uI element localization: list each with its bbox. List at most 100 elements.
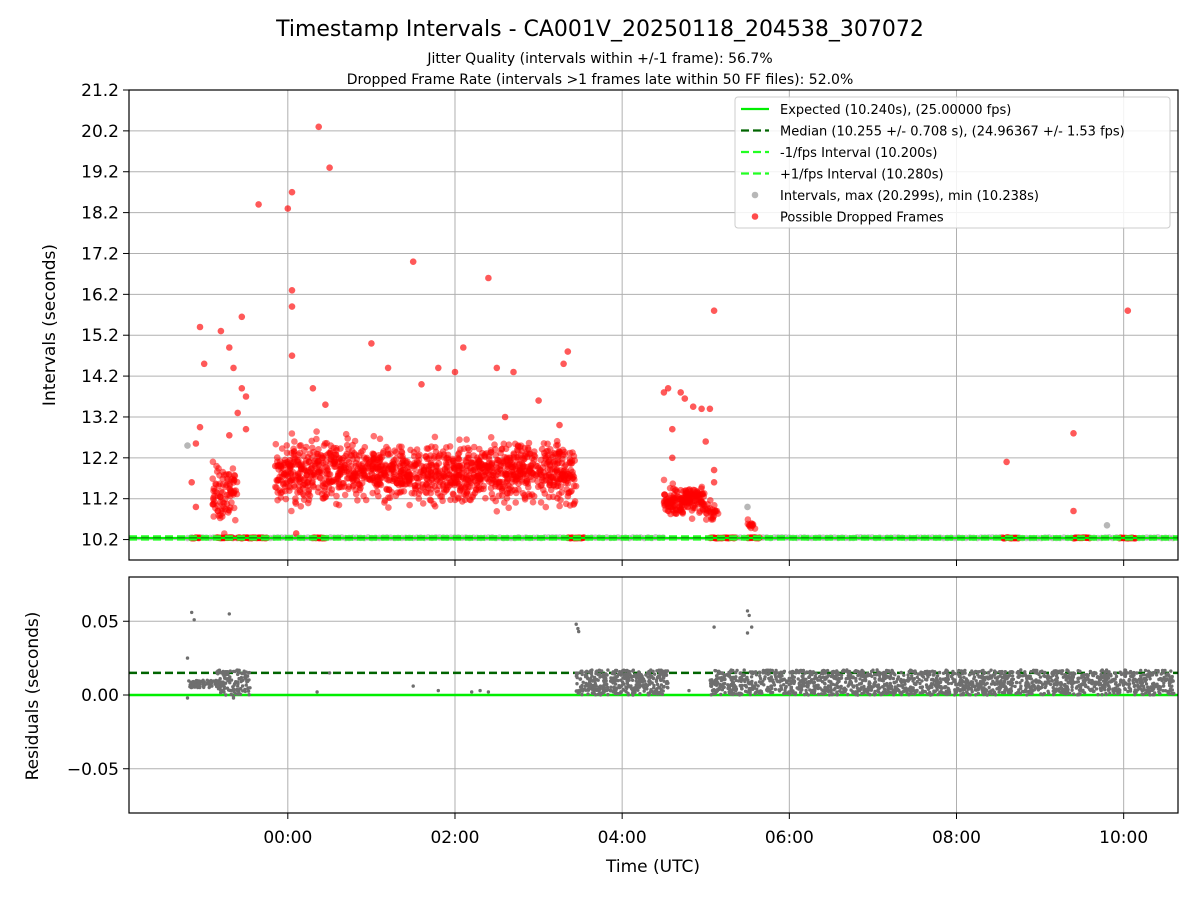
dropped-frame-point [469,474,477,481]
dropped-frame-point [689,492,696,500]
residual-point [584,670,588,674]
dropped-frame-point [352,462,360,470]
residual-point [935,678,939,683]
residual-point [593,676,597,680]
residual-point [470,690,474,694]
residual-point [938,677,942,681]
residual-point [812,688,817,693]
residual-point [886,669,891,673]
dropped-frame-point [505,485,513,493]
residual-point [652,683,656,688]
residual-point [1094,671,1098,676]
residual-point [961,691,966,696]
residual-point [583,675,588,679]
residual-point [851,690,855,694]
dropped-frame-point [493,466,500,473]
residual-point [726,683,730,687]
residual-point [246,689,251,693]
residual-point [843,680,848,684]
residual-point [929,682,934,686]
residual-point [860,691,864,696]
dropped-frame-point [667,503,675,511]
residual-point [1163,689,1168,693]
residual-point [936,684,940,689]
intervals-axes-frame [128,89,1179,561]
residual-point [644,686,648,690]
residual-point [606,692,610,697]
residual-point [629,686,634,691]
residual-point [811,670,815,674]
residual-point [1122,671,1126,675]
residual-point [1070,688,1074,692]
dropped-frame-point [435,468,442,476]
residual-point [734,670,738,675]
dropped-frame-point [413,446,421,453]
dropped-frame-point [502,458,510,465]
residual-point [1061,691,1065,695]
residual-point [627,678,631,682]
residual-point [1092,689,1096,693]
residual-point [936,682,941,686]
residual-point [708,678,712,683]
residual-point [814,672,818,676]
residual-point [782,670,786,674]
dropped-frame-point [311,470,318,478]
dropped-frame-point [238,385,246,392]
dropped-frame-point [515,480,522,488]
residual-point [844,669,848,673]
dropped-frame-point [370,455,378,463]
intervals-x-ticks [287,560,1125,566]
residuals-x-axis-label: Time (UTC) [605,857,700,877]
residual-point [960,672,965,676]
residual-point [652,672,657,676]
residual-point [729,692,733,696]
residual-point [1065,676,1069,680]
residual-point [899,691,903,696]
dropped-frame-point [382,471,389,479]
residual-point [895,687,900,691]
residual-point [1020,678,1024,683]
dropped-frame-point [370,432,378,440]
residual-point [652,690,657,694]
residual-point [857,682,862,686]
residual-point [754,670,758,674]
residual-point [1096,692,1100,697]
residual-point [923,689,927,694]
intervals-y-tick-label: 14.2 [81,367,119,387]
residual-point [856,673,860,678]
intervals-y-tick-label: 13.2 [81,408,119,428]
residual-point [732,683,737,687]
residual-point [1112,691,1116,695]
intervals-y-tick-label: 17.2 [81,244,119,264]
intervals-y-tick-label: 11.2 [81,490,119,510]
residual-point [1037,672,1041,677]
residual-point [247,670,251,675]
residual-point [1038,675,1043,679]
dropped-frame-point [331,460,339,468]
residual-point [779,684,783,688]
residual-point [1141,673,1145,677]
residual-point [327,671,332,675]
residual-point [709,681,713,685]
residual-point [1116,692,1120,696]
dropped-frame-point [483,475,491,483]
dropped-frame-point [242,393,250,400]
residual-point [1162,677,1167,681]
residual-point [1089,671,1094,675]
dropped-frame-point [664,385,672,392]
dropped-frame-point [564,474,572,482]
residual-point [892,681,897,685]
dropped-frame-point [300,452,308,460]
residual-point [959,688,963,692]
residual-point [937,670,942,675]
residual-point [620,669,625,673]
residual-point [1043,674,1047,679]
dropped-frame-point [295,474,302,481]
residual-point [798,679,802,683]
residual-point [647,692,651,697]
residual-point [808,672,812,676]
residual-point [597,685,601,689]
dropped-frame-point [363,475,371,482]
residual-point [218,687,223,692]
dropped-frame-point [455,449,463,457]
